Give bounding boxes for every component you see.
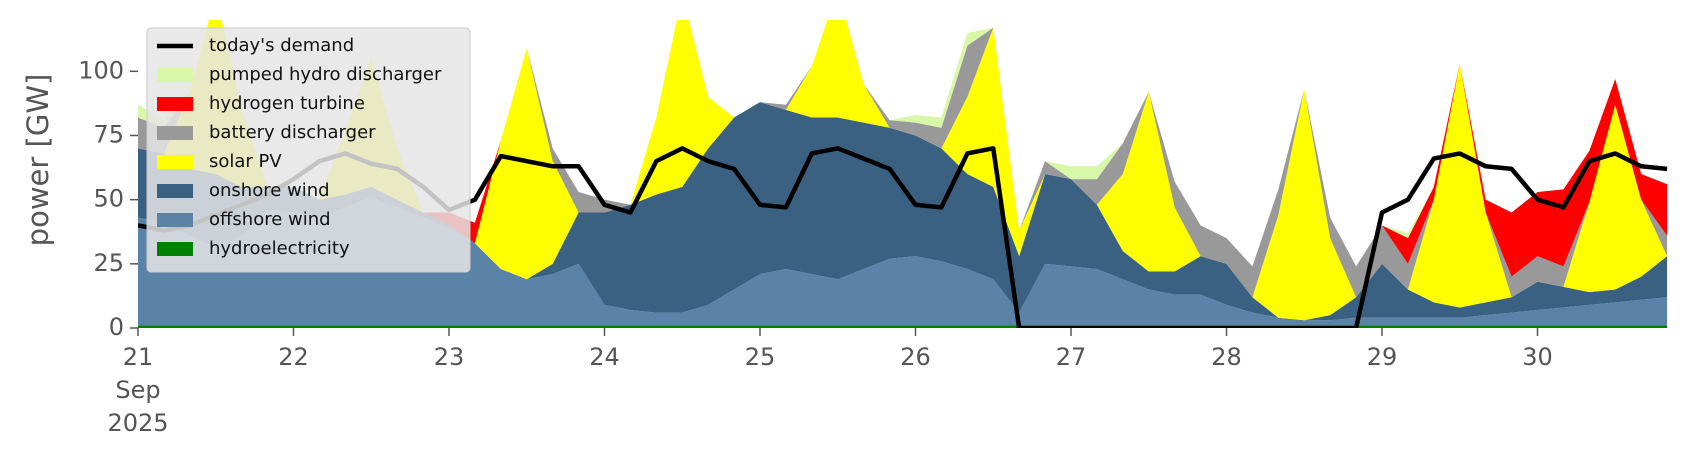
x-tick-label: 29 (1367, 343, 1398, 371)
y-tick-label: 50 (93, 185, 124, 213)
x-tick-label: 30 (1522, 343, 1553, 371)
x-tick-label: 21 Sep 2025 (107, 343, 168, 437)
legend-label: offshore wind (209, 209, 331, 230)
legend-label: battery discharger (209, 122, 376, 143)
area (138, 102, 1668, 321)
legend-label: hydroelectricity (209, 238, 350, 259)
legend-box (146, 27, 471, 273)
legend-swatch (157, 213, 193, 227)
x-tick-label: 27 (1056, 343, 1087, 371)
x-tick-label: 22 (278, 343, 309, 371)
legend-swatch (157, 126, 193, 140)
y-axis-label: power [GW] (21, 74, 55, 247)
area (138, 325, 1668, 328)
x-tick-label: 23 (434, 343, 465, 371)
area (138, 20, 1668, 277)
legend-swatch (157, 155, 193, 169)
legend-swatch (157, 184, 193, 198)
y-tick-label: 100 (78, 56, 124, 84)
x-tick-label: 26 (900, 343, 931, 371)
legend-label: hydrogen turbine (209, 93, 365, 114)
legend-swatch (157, 68, 193, 82)
area (138, 197, 1668, 326)
legend-label: solar PV (209, 151, 282, 172)
x-tick-label: 25 (745, 343, 776, 371)
x-tick-label: 24 (589, 343, 620, 371)
x-tick-label: 28 (1211, 343, 1242, 371)
y-tick-label: 75 (93, 121, 124, 149)
y-tick-label: 25 (93, 249, 124, 277)
legend-swatch (157, 97, 193, 111)
legend-label: onshore wind (209, 180, 330, 201)
legend-label: today's demand (209, 35, 354, 56)
legend-label: pumped hydro discharger (209, 64, 442, 85)
y-tick-label: 0 (109, 313, 124, 341)
area (138, 20, 1668, 321)
legend-swatch (157, 242, 193, 256)
